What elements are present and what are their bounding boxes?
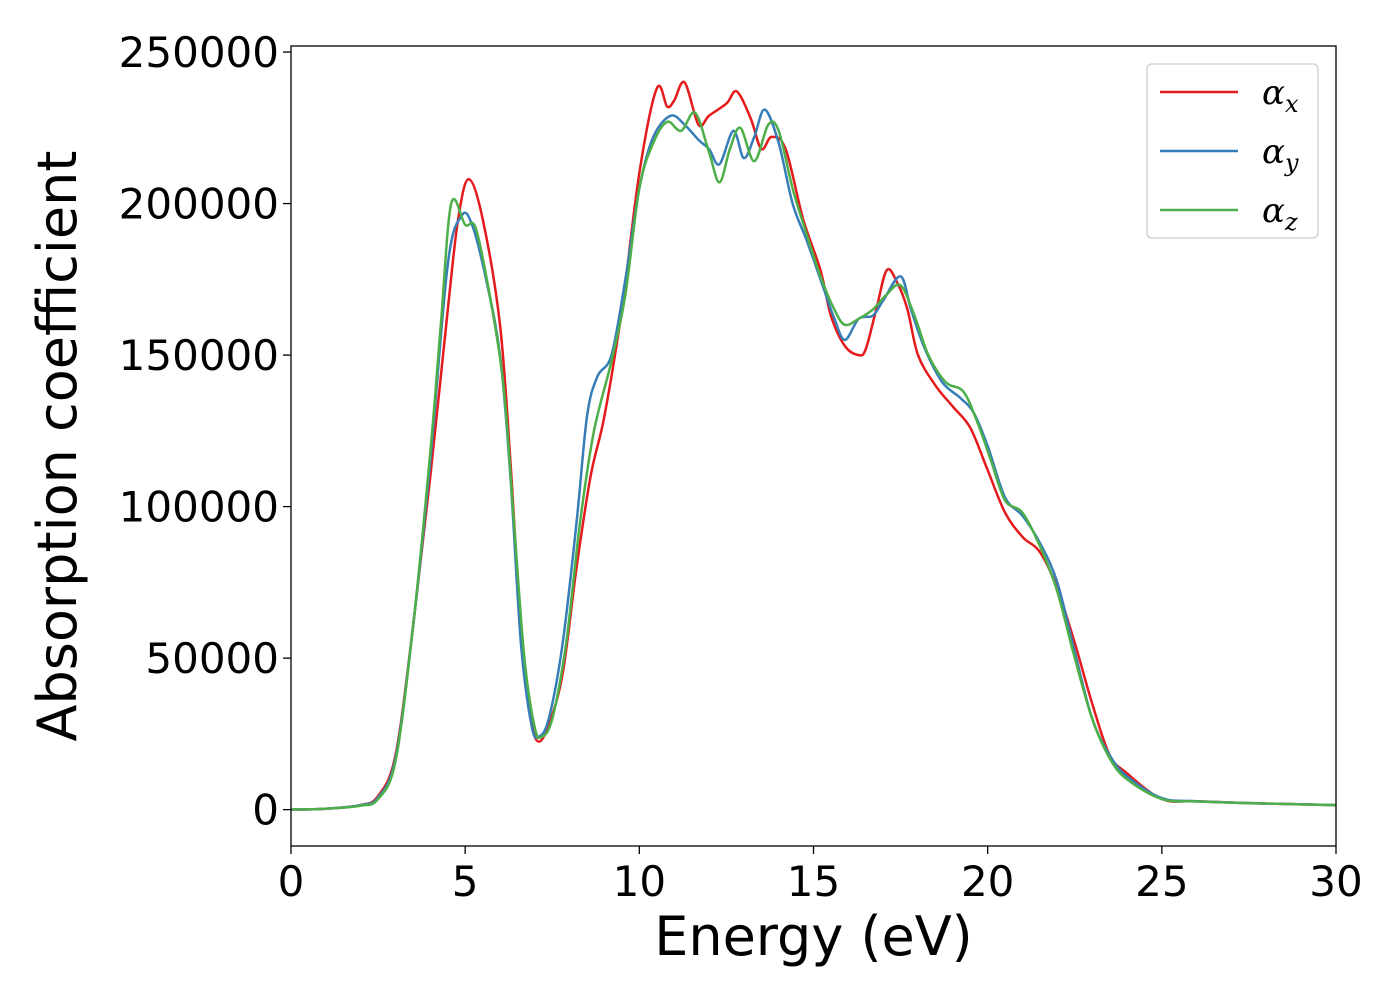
x-tick-label: 15 (787, 857, 840, 906)
y-tick-label: 100000 (119, 483, 279, 532)
y-tick-label: 50000 (145, 634, 279, 683)
y-tick-label: 200000 (119, 180, 279, 229)
series-line-alpha-z (290, 111, 1337, 811)
x-tick-label: 0 (278, 857, 305, 906)
series-line-alpha-x (290, 80, 1337, 811)
x-axis-label: Energy (eV) (654, 905, 973, 968)
series-curves (290, 80, 1337, 811)
x-tick-label: 30 (1309, 857, 1362, 906)
x-tick-label: 25 (1135, 857, 1188, 906)
y-tick-label: 150000 (119, 331, 279, 380)
y-axis-label: Absorption coefficient (26, 151, 89, 742)
x-tick-label: 5 (452, 857, 479, 906)
y-tick-label: 0 (252, 786, 279, 835)
x-tick-label: 20 (961, 857, 1014, 906)
x-tick-label: 10 (613, 857, 666, 906)
x-axis-ticks: 0 5 10 15 20 25 30 (278, 846, 1363, 906)
y-axis-ticks: 0 50000 100000 150000 200000 250000 (119, 28, 291, 835)
y-tick-label: 250000 (119, 28, 279, 77)
